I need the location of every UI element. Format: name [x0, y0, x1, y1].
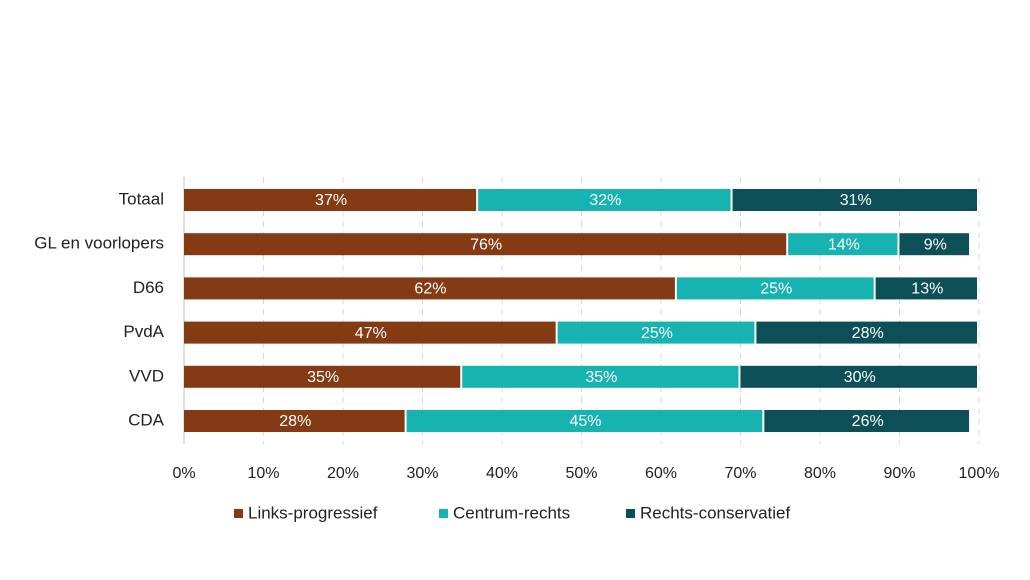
data-label: 26% [852, 413, 884, 430]
data-label: 35% [307, 369, 339, 386]
legend-swatch [234, 509, 243, 518]
bar-segment [764, 410, 970, 432]
legend-label: Links-progressief [248, 503, 378, 522]
bar-segment [184, 365, 461, 388]
x-tick-label: 50% [565, 465, 597, 482]
legend-swatch [626, 509, 635, 518]
bar-segment [184, 321, 556, 344]
bar-segment [732, 189, 977, 211]
bar-segment [478, 189, 731, 211]
data-label: 14% [828, 236, 860, 253]
x-tick-label: 40% [486, 465, 518, 482]
bar-segment [557, 321, 755, 344]
x-tick-label: 100% [959, 465, 1000, 482]
bar-segment [676, 277, 874, 300]
data-label: 25% [760, 281, 792, 298]
bar-segment [462, 365, 739, 388]
category-label: GL en voorlopers [34, 234, 164, 253]
bar-segment [875, 277, 977, 300]
bar-segment [406, 410, 763, 432]
bar-segment [740, 365, 977, 388]
x-tick-label: 30% [406, 465, 438, 482]
x-tick-label: 0% [172, 465, 195, 482]
data-label: 25% [641, 325, 673, 342]
bar-segment [756, 321, 977, 344]
data-label: 47% [355, 325, 387, 342]
data-label: 9% [924, 236, 947, 253]
category-label: Totaal [119, 189, 164, 208]
data-label: 30% [844, 369, 876, 386]
data-label: 35% [585, 369, 617, 386]
legend: Links-progressief Centrum-rechts Rechts-co… [234, 503, 791, 522]
data-label: 45% [569, 413, 601, 430]
category-label: D66 [133, 278, 164, 297]
bar-segment [788, 233, 898, 256]
bar-segment [899, 233, 970, 256]
x-tick-label: 60% [645, 465, 677, 482]
x-tick-label: 20% [327, 465, 359, 482]
x-tick-label: 90% [883, 465, 915, 482]
data-label: 76% [470, 236, 502, 253]
category-labels: Totaal GL en voorlopers D66 PvdA VVD CDA [34, 189, 164, 429]
category-label: PvdA [123, 322, 164, 341]
gridlines [183, 177, 980, 444]
data-label: 62% [414, 281, 446, 298]
bar-segment [184, 410, 405, 432]
x-tick-label: 70% [724, 465, 756, 482]
legend-label: Centrum-rechts [453, 503, 570, 522]
category-label: CDA [128, 410, 165, 429]
category-label: VVD [129, 366, 164, 385]
data-label: 32% [589, 192, 621, 209]
x-tick-label: 10% [247, 465, 279, 482]
data-label: 28% [279, 413, 311, 430]
x-axis-ticks: 0% 10% 20% 30% 40% 50% 60% 70% 80% 90% 100% [172, 465, 999, 482]
bars: 37% 32% 31% 76% 14% 9% 62% 25% 13% 47% 25% 28% 35% 35… [184, 189, 977, 432]
legend-label: Rechts-conservatief [640, 503, 791, 522]
bar-segment [184, 233, 787, 256]
data-label: 28% [852, 325, 884, 342]
bar-segment [184, 277, 675, 300]
data-label: 37% [315, 192, 347, 209]
bar-segment [184, 189, 477, 211]
data-label: 31% [840, 192, 872, 209]
legend-swatch [439, 509, 448, 518]
data-label: 13% [911, 281, 943, 298]
x-tick-label: 80% [804, 465, 836, 482]
